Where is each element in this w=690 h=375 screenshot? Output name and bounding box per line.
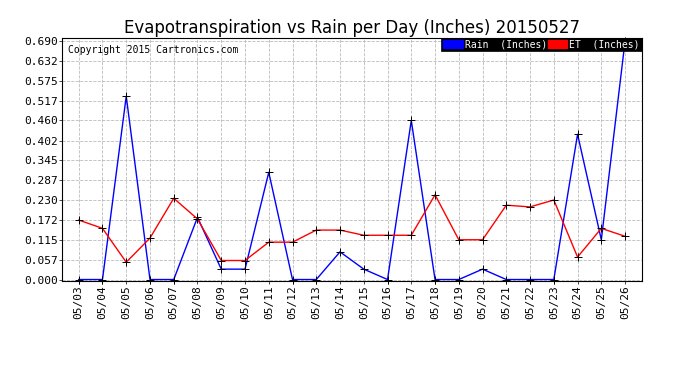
Legend: Rain  (Inches), ET  (Inches): Rain (Inches), ET (Inches) xyxy=(442,38,642,51)
Text: Copyright 2015 Cartronics.com: Copyright 2015 Cartronics.com xyxy=(68,45,238,55)
Title: Evapotranspiration vs Rain per Day (Inches) 20150527: Evapotranspiration vs Rain per Day (Inch… xyxy=(124,20,580,38)
